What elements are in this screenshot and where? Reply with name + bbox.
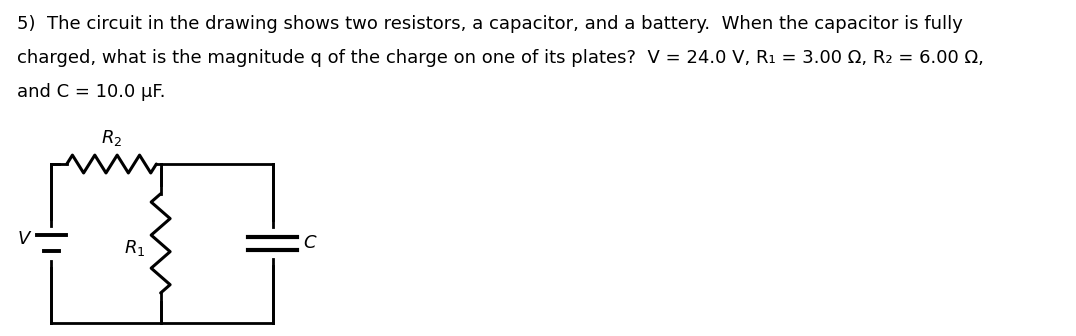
Text: 5)  The circuit in the drawing shows two resistors, a capacitor, and a battery. : 5) The circuit in the drawing shows two … [17,15,963,33]
Text: $V$: $V$ [17,230,32,248]
Text: $C$: $C$ [302,235,317,252]
Text: charged, what is the magnitude q of the charge on one of its plates?  V = 24.0 V: charged, what is the magnitude q of the … [17,49,983,67]
Text: $R_1$: $R_1$ [124,238,145,258]
Text: and C = 10.0 μF.: and C = 10.0 μF. [17,83,166,101]
Text: $R_2$: $R_2$ [101,128,123,148]
